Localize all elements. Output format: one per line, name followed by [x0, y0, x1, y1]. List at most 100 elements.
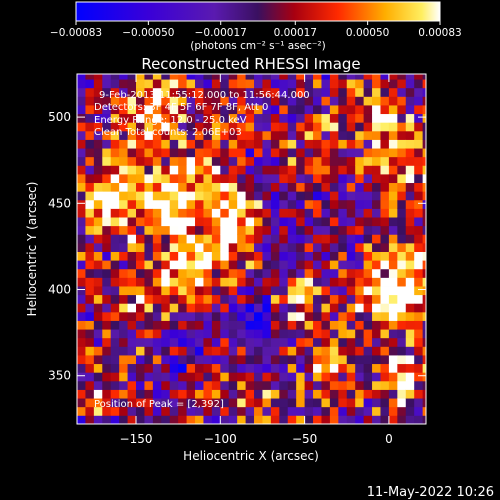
heatmap-cell [169, 389, 179, 399]
heatmap-cell [254, 165, 263, 175]
heatmap-cell [102, 122, 112, 132]
heatmap-cell [405, 242, 415, 252]
heatmap-cell [329, 225, 339, 235]
heatmap-cell [110, 320, 120, 330]
heatmap-cell [422, 174, 426, 184]
heatmap-cell [102, 156, 112, 166]
heatmap-cell [203, 87, 213, 97]
heatmap-cell [422, 294, 426, 304]
heatmap-cell [237, 260, 246, 270]
heatmap-cell [203, 122, 213, 132]
heatmap-cell [119, 87, 128, 97]
y-tick-label: 500 [48, 110, 71, 124]
heatmap-cell [211, 303, 221, 313]
heatmap-cell [321, 148, 331, 158]
heatmap-cell [211, 96, 221, 106]
heatmap-cell [346, 148, 356, 158]
heatmap-cell [237, 130, 246, 140]
heatmap-cell [211, 87, 221, 97]
heatmap-cell [77, 139, 86, 149]
heatmap-cell [321, 346, 331, 356]
heatmap-cell [422, 406, 426, 416]
heatmap-cell [186, 337, 196, 347]
heatmap-cell [287, 191, 297, 201]
heatmap-cell [195, 148, 204, 158]
heatmap-cell [211, 294, 221, 304]
heatmap-cell [262, 74, 272, 80]
heatmap-cell [220, 372, 230, 382]
heatmap-cell [169, 87, 179, 97]
heatmap-cell [405, 130, 415, 140]
heatmap-cell [77, 277, 86, 287]
heatmap-cell [296, 79, 306, 89]
heatmap-cell [279, 122, 289, 132]
heatmap-cell [355, 303, 365, 313]
heatmap-cell [144, 242, 154, 252]
heatmap-cell [136, 174, 145, 184]
heatmap-cell [380, 105, 390, 115]
heatmap-cell [195, 372, 204, 382]
heatmap-cell [127, 251, 137, 261]
heatmap-cell [144, 139, 154, 149]
heatmap-cell [304, 346, 314, 356]
heatmap-cell [380, 311, 390, 321]
heatmap-cell [296, 191, 306, 201]
heatmap-cell [296, 251, 306, 261]
heatmap-cell [203, 268, 213, 278]
heatmap-cell [136, 122, 145, 132]
heatmap-cell [85, 87, 95, 97]
heatmap-cell [380, 139, 390, 149]
heatmap-cell [110, 174, 120, 184]
heatmap-cell [363, 79, 373, 89]
heatmap-cell [296, 242, 306, 252]
heatmap-cell [203, 380, 213, 390]
heatmap-cell [338, 311, 348, 321]
heatmap-cell [102, 268, 112, 278]
heatmap-cell [422, 277, 426, 287]
heatmap-cell [77, 122, 86, 132]
heatmap-cell [304, 380, 314, 390]
heatmap-cell [102, 79, 112, 89]
heatmap-cell [279, 199, 289, 209]
heatmap-cell [220, 234, 230, 244]
heatmap-cell [237, 303, 246, 313]
heatmap-cell [110, 122, 120, 132]
heatmap-cell [380, 415, 390, 424]
heatmap-cell [203, 355, 213, 365]
heatmap-cell [110, 372, 120, 382]
heatmap-cell [169, 105, 179, 115]
heatmap-cell [220, 415, 230, 424]
heatmap-cell [85, 415, 95, 424]
heatmap-cell [186, 329, 196, 339]
heatmap-cell [152, 329, 162, 339]
heatmap-cell [77, 372, 86, 382]
heatmap-cell [254, 225, 263, 235]
heatmap-cell [372, 79, 381, 89]
heatmap-cell [127, 156, 137, 166]
heatmap-cell [262, 286, 272, 296]
heatmap-cell [338, 242, 348, 252]
heatmap-cell [304, 329, 314, 339]
heatmap-cell [237, 87, 246, 97]
heatmap-cell [144, 268, 154, 278]
heatmap-cell [102, 174, 112, 184]
heatmap-cell [169, 225, 179, 235]
heatmap-cell [136, 79, 145, 89]
heatmap-cell [270, 277, 280, 287]
heatmap-cell [363, 174, 373, 184]
heatmap-cell [228, 182, 238, 192]
heatmap-cell [346, 277, 356, 287]
heatmap-cell [102, 303, 112, 313]
heatmap-cell [405, 139, 415, 149]
heatmap-cell [296, 363, 306, 373]
heatmap-cell [287, 165, 297, 175]
heatmap-cell [169, 311, 179, 321]
heatmap-cell [405, 251, 415, 261]
heatmap-cell [220, 320, 230, 330]
heatmap-cell [355, 191, 365, 201]
heatmap-cell [346, 355, 356, 365]
heatmap-cell [329, 294, 339, 304]
heatmap-cell [313, 363, 322, 373]
heatmap-cell [136, 303, 145, 313]
heatmap-cell [414, 122, 424, 132]
